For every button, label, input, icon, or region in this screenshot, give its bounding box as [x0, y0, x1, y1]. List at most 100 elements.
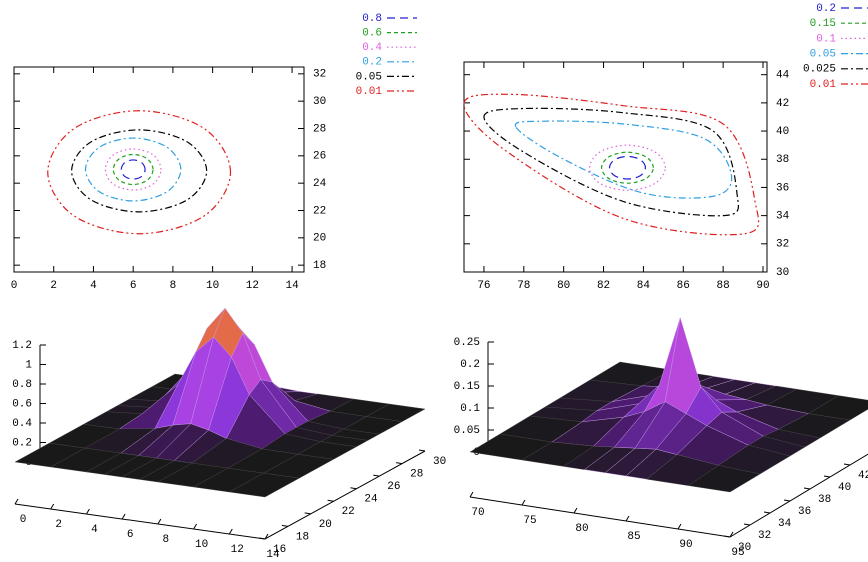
- legend-label: 0.15: [810, 18, 836, 30]
- x-tick-label: 6: [127, 529, 134, 541]
- contour-line: [84, 137, 182, 202]
- contour-line: [112, 153, 154, 186]
- x-tick: [193, 523, 198, 530]
- x-tick: [729, 531, 734, 538]
- x-tick-label: 82: [597, 280, 610, 292]
- y-tick-label: 18: [313, 260, 326, 272]
- y-tick-label: 26: [313, 151, 326, 163]
- y-tick-label: 34: [776, 211, 790, 223]
- legend-label: 0.01: [356, 86, 383, 98]
- z-tick-label: 0.2: [460, 359, 480, 371]
- x-tick: [521, 499, 526, 506]
- y-tick: [763, 511, 771, 514]
- x-tick-label: 8: [170, 280, 177, 292]
- y-tick-label: 32: [758, 530, 771, 542]
- y-tick-label: 22: [342, 506, 355, 518]
- x-tick-label: 75: [523, 515, 536, 527]
- z-tick-label: 0.05: [454, 425, 480, 437]
- z-tick-label: 1.2: [12, 340, 32, 352]
- legend-label: 0.1: [816, 33, 836, 45]
- y-tick-label: 30: [776, 267, 789, 279]
- z-tick-label: 0.15: [454, 381, 480, 393]
- y-tick-label: 26: [387, 481, 400, 493]
- x-tick-label: 2: [50, 280, 57, 292]
- contour-line: [588, 144, 666, 191]
- y-tick-label: 32: [776, 239, 789, 251]
- y-tick-label: 44: [776, 70, 790, 82]
- legend-label: 0.4: [362, 42, 382, 54]
- x-tick-label: 4: [91, 524, 98, 536]
- y-tick: [823, 475, 831, 478]
- y-tick-label: 28: [410, 468, 423, 480]
- y-tick-label: 16: [273, 544, 286, 556]
- contour-line: [120, 159, 146, 180]
- plot-frame: [13, 66, 305, 273]
- y-tick-label: 24: [313, 178, 327, 190]
- x-tick: [469, 491, 474, 498]
- x-tick: [157, 518, 162, 525]
- surface-facet: [228, 472, 300, 498]
- y-tick: [373, 474, 380, 477]
- legend-label: 0.6: [362, 28, 382, 40]
- x-tick-label: 90: [679, 539, 692, 551]
- x-tick-label: 80: [557, 280, 570, 292]
- y-tick-label: 20: [313, 233, 326, 245]
- y-tick: [327, 499, 334, 502]
- x-tick: [228, 528, 233, 535]
- y-tick-label: 30: [433, 456, 446, 468]
- y-tick-label: 42: [776, 98, 789, 110]
- x-tick-label: 8: [163, 534, 170, 546]
- x-tick: [677, 523, 682, 530]
- contour-line: [71, 129, 208, 213]
- legend-label: 0.05: [810, 49, 836, 61]
- x-tick-label: 12: [231, 544, 244, 556]
- legend-label: 0.01: [810, 79, 837, 91]
- y-tick-label: 38: [776, 154, 789, 166]
- y-tick: [783, 499, 791, 502]
- contour-line: [483, 107, 740, 217]
- x-tick-label: 4: [90, 280, 97, 292]
- legend-label: 0.2: [816, 3, 836, 15]
- surface-facet: [687, 465, 761, 493]
- contour-line: [600, 151, 654, 184]
- x-tick-label: 76: [477, 280, 490, 292]
- x-tick-label: 14: [285, 280, 299, 292]
- x-tick-label: 86: [677, 280, 690, 292]
- legend-label: 0.8: [362, 13, 382, 25]
- x-tick-label: 0: [20, 514, 27, 526]
- x-tick: [121, 513, 126, 520]
- y-tick-label: 28: [313, 123, 326, 135]
- x-tick: [264, 533, 269, 540]
- y-tick-label: 32: [313, 69, 326, 81]
- x-tick: [14, 498, 19, 505]
- z-tick-label: 0.6: [12, 398, 32, 410]
- z-tick-label: 0.4: [12, 418, 32, 430]
- y-tick: [350, 487, 357, 490]
- z-tick-label: 0.8: [12, 379, 32, 391]
- y-tick: [723, 535, 731, 538]
- x-tick: [85, 508, 90, 515]
- x-tick-label: 0: [11, 280, 18, 292]
- y-tick: [743, 523, 751, 526]
- x-tick-label: 80: [575, 523, 588, 535]
- x-tick-label: 90: [756, 280, 769, 292]
- z-tick-label: 0.25: [454, 337, 480, 349]
- x-tick-label: 6: [130, 280, 137, 292]
- contour-line: [608, 155, 647, 180]
- y-tick: [803, 487, 811, 490]
- y-tick-label: 18: [296, 531, 309, 543]
- x-tick: [573, 507, 578, 514]
- y-tick: [843, 463, 851, 466]
- x-tick-label: 78: [517, 280, 530, 292]
- x-tick-label: 84: [637, 280, 651, 292]
- y-tick-label: 30: [738, 542, 751, 554]
- legend-label: 0.2: [362, 57, 382, 69]
- contour-line: [514, 120, 733, 199]
- x-tick-label: 95: [731, 547, 744, 559]
- y-tick-label: 36: [776, 182, 789, 194]
- legend-label: 0.05: [356, 71, 382, 83]
- y-tick-label: 30: [313, 96, 326, 108]
- x-tick: [50, 503, 55, 510]
- x-tick: [625, 515, 630, 522]
